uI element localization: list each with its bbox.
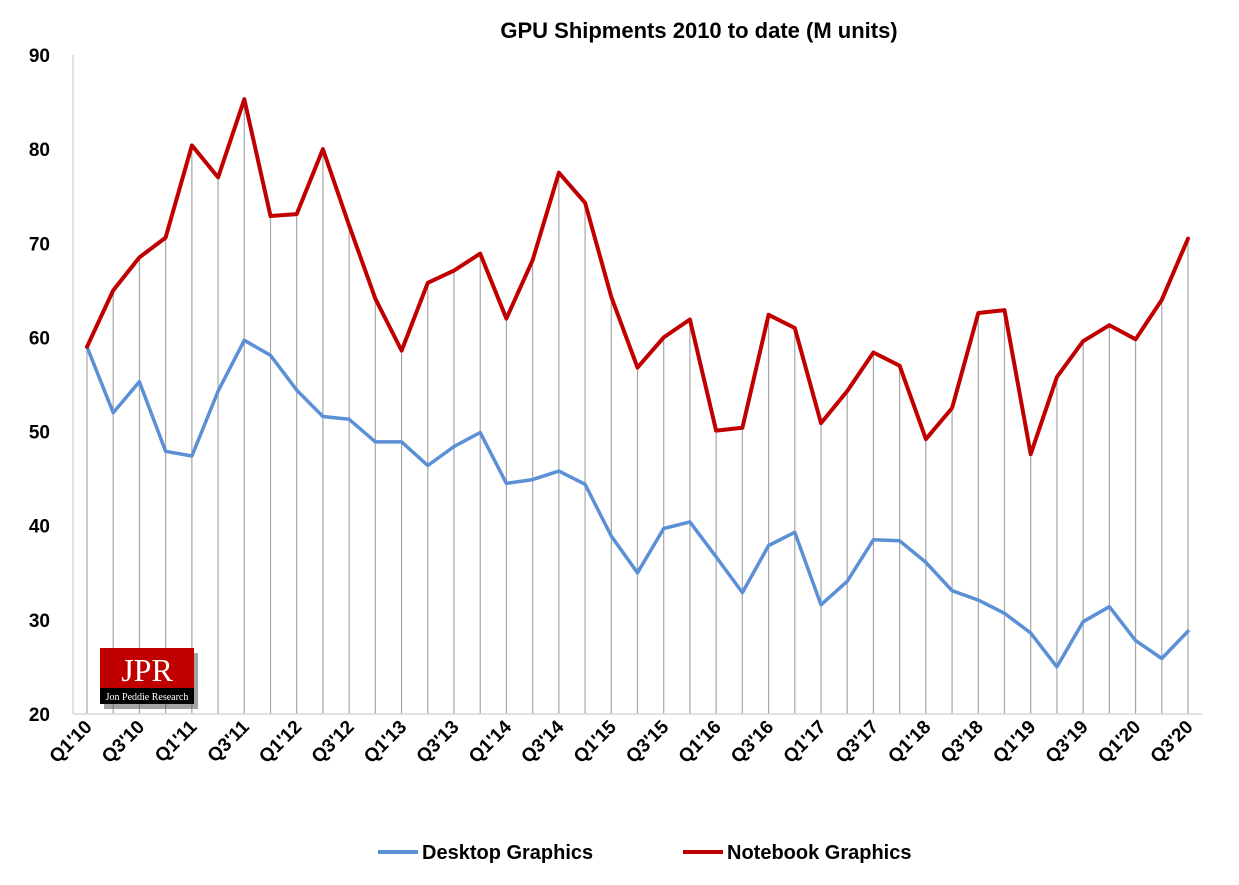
- y-tick-label: 70: [29, 234, 50, 255]
- chart-title: GPU Shipments 2010 to date (M units): [500, 18, 897, 43]
- y-tick-label: 80: [29, 140, 50, 161]
- x-tick-label: Q3'13: [413, 717, 464, 768]
- x-tick-label: Q1'15: [570, 716, 621, 767]
- y-tick-labels: 20 30 40 50 60 70 80 90: [29, 46, 50, 726]
- y-tick-label: 50: [29, 423, 50, 444]
- x-tick-label: Q3'10: [98, 717, 149, 768]
- x-tick-label: Q1'20: [1094, 717, 1145, 768]
- logo-initials: JPR: [121, 652, 173, 688]
- jpr-logo: JPR Jon Peddie Research: [100, 648, 198, 709]
- x-tick-label: Q3'16: [727, 717, 778, 768]
- x-tick-label: Q1'17: [780, 717, 831, 768]
- legend-label-notebook: Notebook Graphics: [727, 842, 911, 864]
- x-tick-label: Q1'10: [46, 717, 97, 768]
- legend-item-notebook[interactable]: Notebook Graphics: [683, 842, 911, 864]
- x-tick-label: Q3'14: [517, 716, 568, 767]
- legend: Desktop Graphics Notebook Graphics: [378, 842, 911, 864]
- x-tick-label: Q1'13: [360, 717, 411, 768]
- x-tick-label: Q1'16: [675, 717, 726, 768]
- x-tick-label: Q1'11: [151, 716, 201, 766]
- y-tick-label: 60: [29, 328, 50, 349]
- series-line-desktop: [85, 338, 1190, 669]
- x-tick-label: Q3'19: [1042, 717, 1093, 768]
- logo-company: Jon Peddie Research: [106, 692, 189, 703]
- x-tick-label: Q3'17: [832, 717, 883, 768]
- x-tick-label: Q3'11: [204, 716, 254, 766]
- y-tick-label: 20: [29, 705, 50, 726]
- x-tick-label: Q1'19: [989, 717, 1040, 768]
- x-tick-label: Q3'15: [622, 716, 673, 767]
- legend-label-desktop: Desktop Graphics: [422, 842, 593, 864]
- x-tick-label: Q1'14: [465, 716, 516, 767]
- x-tick-label: Q3'18: [937, 717, 988, 768]
- x-tick-label: Q3'20: [1147, 717, 1198, 768]
- series-lines: [85, 97, 1190, 669]
- x-tick-labels: Q1'10 Q3'10 Q1'11 Q3'11 Q1'12 Q3'12 Q1'13 Q3'13…: [46, 716, 1198, 767]
- series-line-notebook: [85, 97, 1190, 457]
- drop-lines: [86, 99, 1189, 714]
- y-tick-label: 30: [29, 611, 50, 632]
- y-tick-label: 90: [29, 46, 50, 67]
- x-tick-label: Q1'18: [884, 717, 935, 768]
- y-tick-label: 40: [29, 517, 50, 538]
- x-tick-label: Q3'12: [308, 717, 359, 768]
- x-tick-label: Q1'12: [255, 717, 306, 768]
- legend-item-desktop[interactable]: Desktop Graphics: [378, 842, 593, 864]
